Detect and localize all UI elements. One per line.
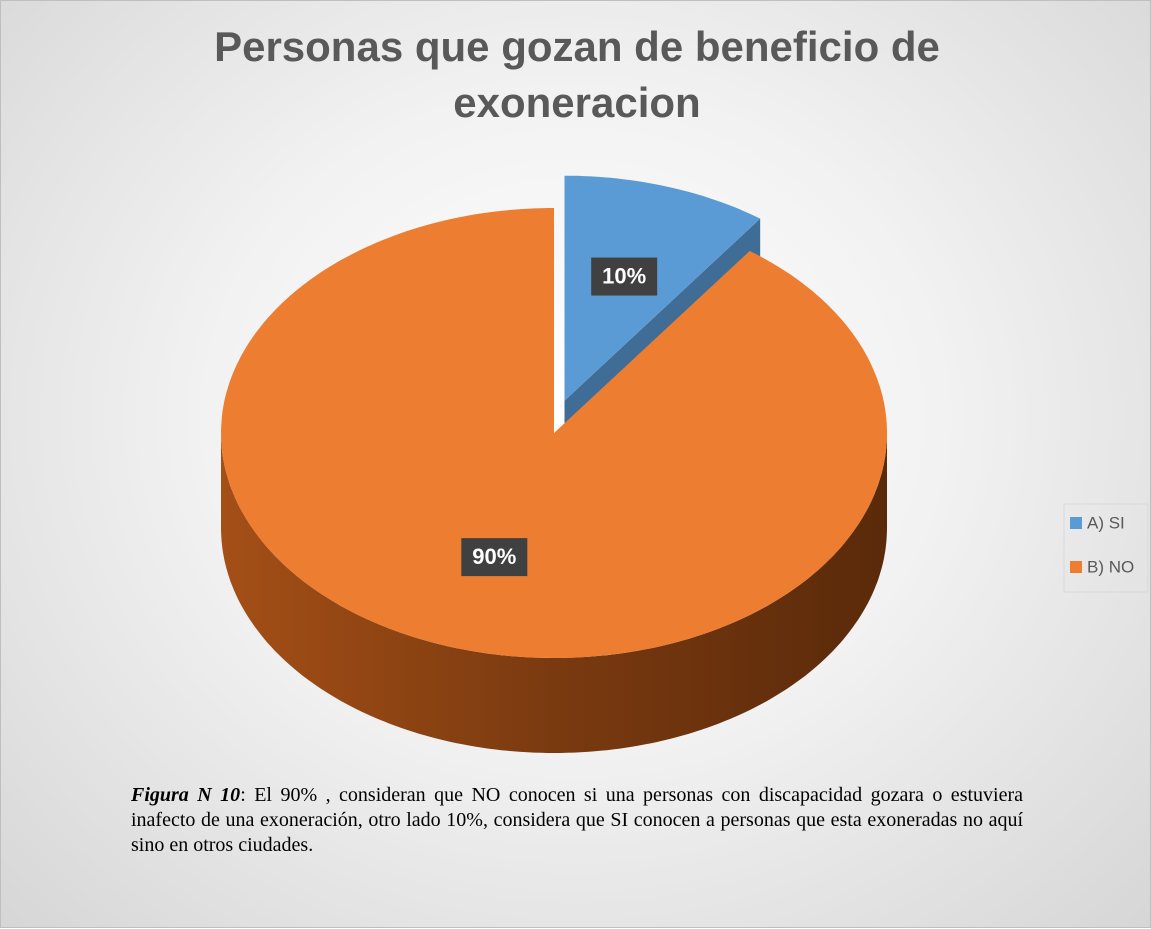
caption-text: : El 90% , consideran que NO conocen si … bbox=[131, 784, 1023, 856]
data-label-text: 10% bbox=[602, 263, 646, 288]
caption: Figura N 10: El 90% , consideran que NO … bbox=[131, 783, 1023, 858]
legend-label: A) SI bbox=[1087, 513, 1125, 532]
data-label: 10% bbox=[591, 257, 658, 296]
slice-side bbox=[221, 433, 887, 753]
chart-title: Personas que gozan de beneficio de exone… bbox=[214, 23, 940, 126]
data-label-text: 90% bbox=[472, 544, 516, 569]
legend: A) SI B) NO bbox=[1063, 503, 1149, 593]
legend-box bbox=[1063, 503, 1149, 593]
legend-swatch bbox=[1070, 561, 1082, 573]
legend-label: B) NO bbox=[1087, 557, 1134, 576]
legend-swatch bbox=[1070, 517, 1082, 529]
data-label-box bbox=[591, 257, 658, 296]
slice bbox=[221, 208, 887, 658]
slice bbox=[564, 175, 761, 401]
caption-label: Figura N 10 bbox=[131, 784, 241, 806]
data-label-box bbox=[461, 538, 528, 577]
data-label: 90% bbox=[461, 538, 528, 577]
